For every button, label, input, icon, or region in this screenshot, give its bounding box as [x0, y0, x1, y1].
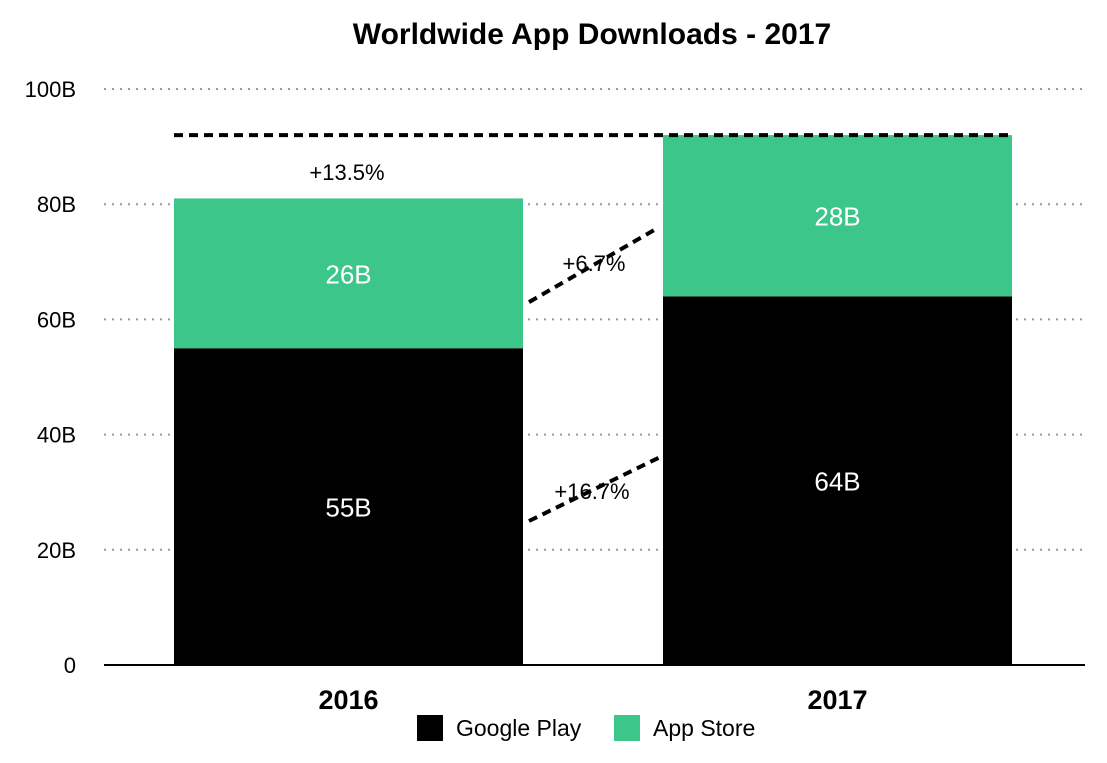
bar-value-label: 55B — [325, 493, 371, 523]
segment-labels: 55B 26B 64B 28B — [325, 202, 860, 523]
y-tick-label: 40B — [37, 423, 76, 448]
y-tick-label: 60B — [37, 307, 76, 332]
total-growth-annotation: +13.5% — [309, 160, 384, 185]
bar-google-play-2017 — [663, 296, 1012, 665]
y-tick-label: 0 — [64, 653, 76, 678]
y-tick-label: 80B — [37, 192, 76, 217]
bar-app-store-2016 — [174, 198, 523, 349]
bars — [174, 135, 1012, 665]
bar-value-label: 26B — [325, 259, 371, 289]
y-axis: 0 20B 40B 60B 80B 100B — [25, 77, 76, 678]
y-tick-label: 100B — [25, 77, 76, 102]
legend-swatch-google-play — [417, 715, 443, 741]
growth-connector-line — [528, 455, 660, 523]
app-store-growth-annotation: +6.7% — [563, 251, 626, 276]
legend: Google Play App Store — [417, 715, 755, 741]
bar-google-play-2016 — [174, 348, 523, 665]
x-axis: 2016 2017 — [318, 685, 867, 715]
growth-connector-line — [528, 225, 660, 304]
bar-app-store-2017 — [663, 135, 1012, 297]
chart-title: Worldwide App Downloads - 2017 — [353, 18, 831, 51]
x-tick-label: 2017 — [807, 685, 867, 715]
x-tick-label: 2016 — [318, 685, 378, 715]
legend-swatch-app-store — [614, 715, 640, 741]
y-tick-label: 20B — [37, 538, 76, 563]
growth-connectors — [174, 133, 1012, 523]
google-play-growth-annotation: +16.7% — [554, 479, 629, 504]
legend-label-google-play: Google Play — [456, 715, 582, 741]
bar-value-label: 28B — [814, 202, 860, 232]
bar-value-label: 64B — [814, 467, 860, 497]
legend-label-app-store: App Store — [653, 715, 755, 741]
